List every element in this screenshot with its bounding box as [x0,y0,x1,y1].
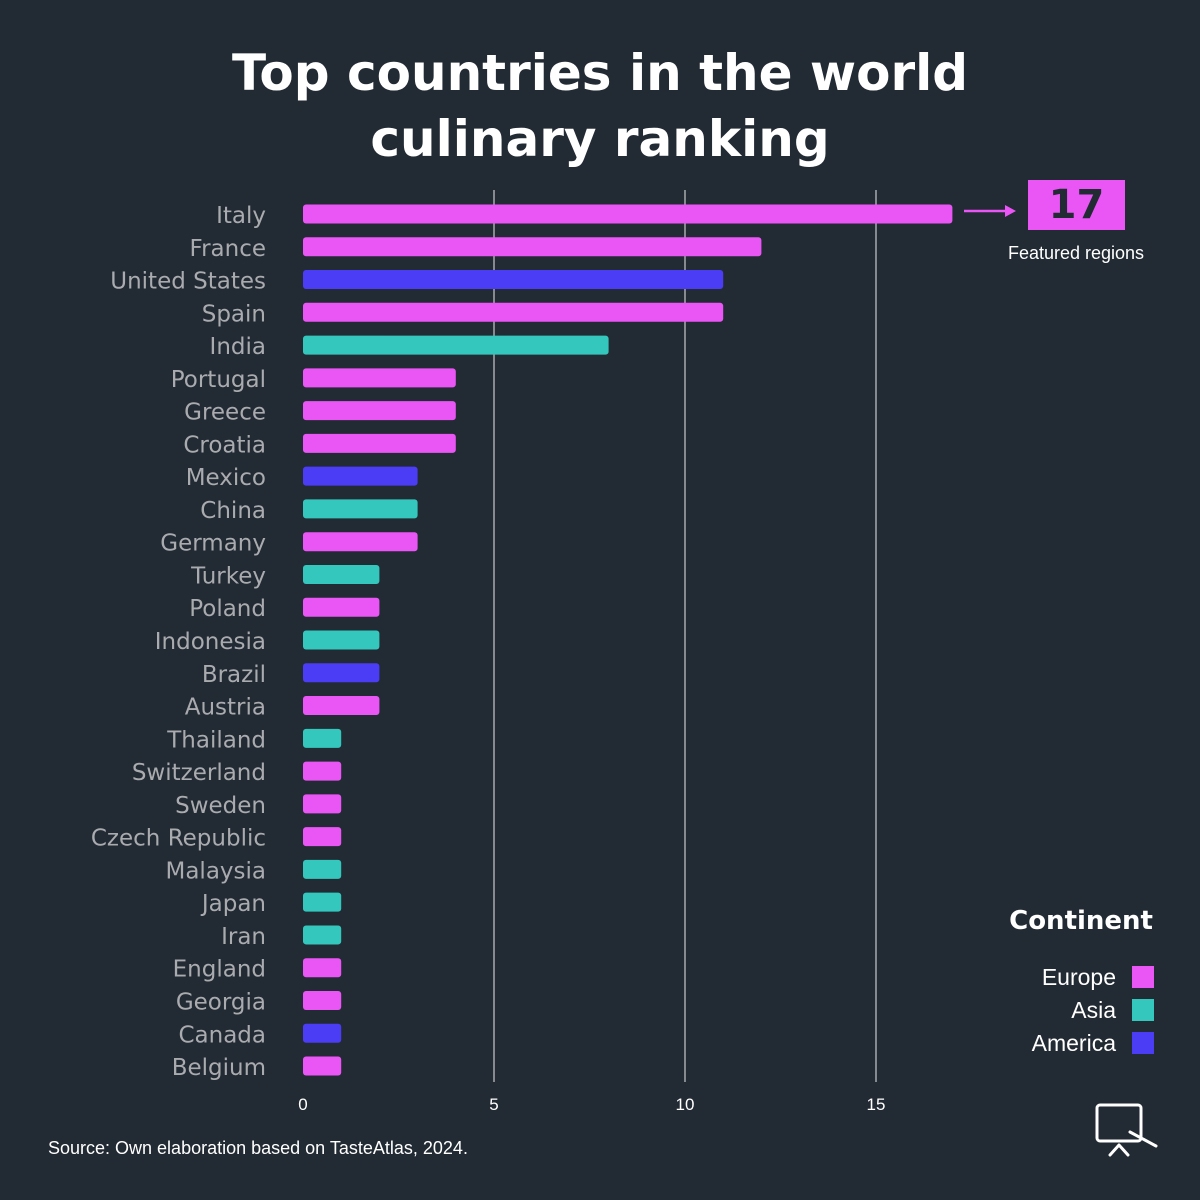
legend-swatch-asia [1132,999,1154,1021]
category-label-croatia: Croatia [183,432,266,458]
category-label-thailand: Thailand [166,727,266,753]
bar-england [303,958,342,978]
category-label-france: France [190,236,266,262]
legend-swatch-europe [1132,966,1154,988]
bar-brazil [303,663,380,683]
bar-belgium [303,1056,342,1076]
legend-swatch-america [1132,1032,1154,1054]
callout-arrow-head [1005,205,1016,217]
bar-thailand [303,728,342,748]
bar-spain [303,302,724,322]
category-label-sweden: Sweden [175,793,266,819]
category-label-belgium: Belgium [172,1055,266,1081]
bar-malaysia [303,859,342,879]
category-label-united-states: United States [110,269,266,295]
bar-poland [303,597,380,617]
legend-item-america: America [960,1030,1154,1056]
bar-germany [303,532,418,552]
category-label-brazil: Brazil [202,662,266,688]
category-label-indonesia: Indonesia [155,629,266,655]
bar-japan [303,892,342,912]
x-tick-labels: 0 5 10 15 [298,1095,885,1114]
category-label-india: India [210,334,266,360]
bar-iran [303,925,342,945]
bar-italy [303,204,953,224]
bar-canada [303,1023,342,1043]
category-label-italy: Italy [216,203,266,229]
bar-united-states [303,270,724,290]
category-label-austria: Austria [185,695,266,721]
monitor-icon [1095,1103,1158,1157]
category-label-greece: Greece [184,400,266,426]
chart-title-line-2: culinary ranking [370,110,830,168]
x-tick-label-15: 15 [867,1095,886,1114]
callout-arrow [964,205,1016,217]
category-labels: Italy France United States Spain India Portug… [91,203,266,1081]
callout-value-badge: 17 [1028,180,1125,230]
legend-label-asia: Asia [1071,996,1116,1023]
category-label-england: England [173,957,266,983]
bar-switzerland [303,761,342,781]
bar-mexico [303,466,418,486]
source-note: Source: Own elaboration based on TasteAt… [48,1138,468,1158]
bar-georgia [303,990,342,1010]
bar-france [303,237,762,257]
x-tick-label-5: 5 [489,1095,498,1114]
category-label-germany: Germany [160,531,266,557]
category-label-mexico: Mexico [186,465,266,491]
legend-item-asia: Asia [960,997,1154,1023]
bar-greece [303,401,456,421]
category-label-turkey: Turkey [190,563,266,589]
category-label-japan: Japan [200,891,266,917]
category-label-canada: Canada [178,1022,266,1048]
category-label-poland: Poland [189,596,266,622]
legend-label-america: America [1031,1029,1116,1056]
category-label-china: China [200,498,266,524]
category-label-portugal: Portugal [171,367,266,393]
bar-sweden [303,794,342,814]
category-label-georgia: Georgia [176,989,266,1015]
legend-item-europe: Europe [960,964,1154,990]
bar-india [303,335,609,355]
bar-czech-republic [303,827,342,847]
bars [303,204,953,1076]
bar-austria [303,696,380,716]
legend-label-europe: Europe [1041,963,1116,990]
chart-title-line-1: Top countries in the world [231,44,969,102]
bar-china [303,499,418,519]
bar-indonesia [303,630,380,650]
bar-turkey [303,564,380,584]
category-label-czech-republic: Czech Republic [91,826,266,852]
bar-portugal [303,368,456,388]
chart-title: Top countries in the world culinary rank… [0,40,1200,172]
callout-label: Featured regions [1007,243,1145,263]
x-tick-label-0: 0 [298,1095,307,1114]
legend-title: Continent [1009,906,1153,936]
callout-value: 17 [1048,182,1105,228]
category-label-iran: Iran [221,924,266,950]
bar-croatia [303,433,456,453]
category-label-malaysia: Malaysia [165,858,266,884]
grid-lines [493,190,877,1082]
x-tick-label-10: 10 [676,1095,695,1114]
category-label-spain: Spain [202,301,266,327]
category-label-switzerland: Switzerland [132,760,266,786]
